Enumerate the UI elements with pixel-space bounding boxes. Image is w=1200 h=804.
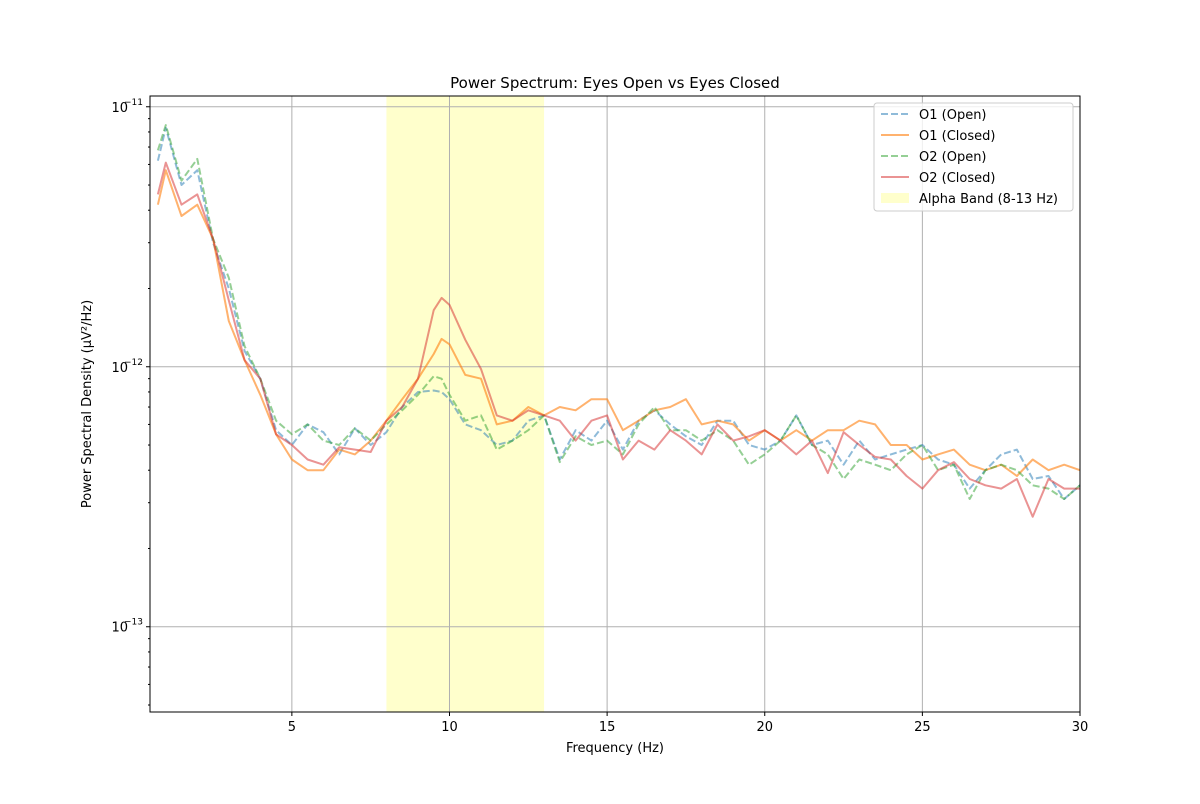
legend-label: O1 (Open) (919, 108, 987, 123)
x-tick-label: 20 (756, 720, 773, 735)
y-axis-label: Power Spectral Density (µV²/Hz) (80, 300, 95, 508)
legend-swatch-alpha-band (881, 193, 909, 203)
legend-label: O1 (Closed) (919, 129, 995, 144)
legend: O1 (Open) O1 (Closed) O2 (Open) O2 (Closed)… (873, 102, 1074, 212)
y-tick-label-exponent: −13 (124, 618, 143, 628)
chart-title: Power Spectrum: Eyes Open vs Eyes Closed (450, 74, 780, 92)
series-line-o2-closed (156, 161, 1080, 518)
x-tick-label: 10 (441, 720, 458, 735)
plot-frame (149, 95, 1081, 713)
x-tick-label: 25 (914, 720, 931, 735)
series-line-o1-closed (156, 169, 1081, 477)
alpha-band (386, 96, 545, 712)
y-tick-label: 10 (111, 621, 128, 636)
legend-label: O2 (Open) (919, 150, 987, 165)
y-tick-label-exponent: −11 (124, 98, 143, 108)
x-axis-label: Frequency (Hz) (566, 741, 664, 756)
y-tick-label: 10 (111, 361, 128, 376)
legend-box (873, 102, 1074, 212)
legend-label: Alpha Band (8-13 Hz) (919, 192, 1058, 207)
series-line-o2-open (156, 124, 1081, 500)
legend-label: O2 (Closed) (919, 171, 995, 186)
y-tick-label: 10 (111, 101, 128, 116)
x-tick-label: 30 (1072, 720, 1089, 735)
x-tick-label: 15 (599, 720, 616, 735)
y-tick-label-exponent: −12 (124, 358, 143, 368)
x-tick-label: 5 (288, 720, 296, 735)
